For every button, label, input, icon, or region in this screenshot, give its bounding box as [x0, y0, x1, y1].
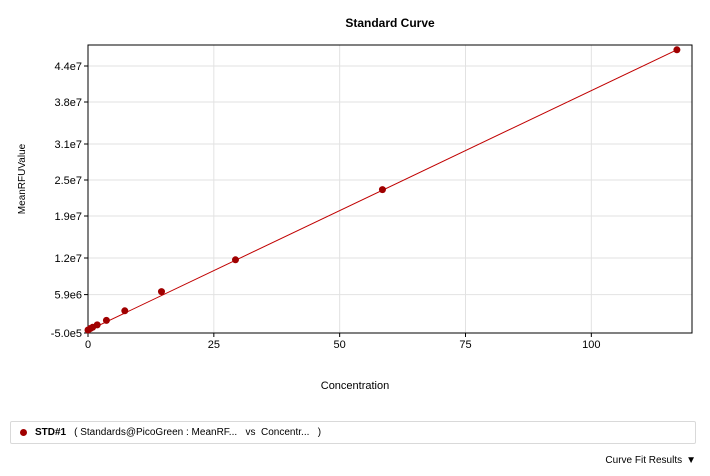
y-tick-label: -5.0e5 [51, 328, 82, 340]
y-axis-label: MeanRFUValue [17, 143, 28, 214]
data-point [102, 316, 110, 324]
y-tick-label: 3.8e7 [54, 97, 82, 109]
triangle-down-icon: ▼ [686, 455, 696, 466]
x-tick-label: 75 [459, 339, 471, 351]
data-point [673, 46, 681, 54]
x-tick-label: 50 [334, 339, 346, 351]
data-point [121, 307, 129, 315]
x-axis-label: Concentration [321, 380, 390, 392]
y-tick-label: 3.1e7 [54, 139, 82, 151]
standard-curve-chart: Standard Curve 0 25 50 75 100 -5.0e5 5.9e6 1.2e7… [17, 16, 693, 392]
data-point [157, 288, 165, 296]
x-tick-label: 100 [582, 339, 600, 351]
y-tick-label: 1.2e7 [54, 253, 82, 265]
legend-marker-icon [20, 429, 27, 436]
x-tick-label: 0 [85, 339, 91, 351]
legend[interactable]: STD#1 ( Standards@PicoGreen : MeanRF... … [10, 421, 696, 444]
data-point [93, 321, 101, 329]
plot-frame [87, 44, 693, 334]
legend-series-name: STD#1 [35, 427, 67, 438]
x-tick-label: 25 [208, 339, 220, 351]
chart-title: Standard Curve [345, 16, 435, 30]
data-point [378, 186, 386, 194]
curve-fit-results-toggle[interactable]: Curve Fit Results ▼ [605, 455, 696, 466]
data-point [231, 256, 239, 264]
curve-fit-results-label: Curve Fit Results [605, 455, 683, 466]
y-tick-label: 5.9e6 [54, 290, 82, 302]
y-tick-label: 4.4e7 [54, 61, 82, 73]
y-tick-label: 2.5e7 [54, 175, 82, 187]
y-tick-label: 1.9e7 [54, 211, 82, 223]
legend-series-description: ( Standards@PicoGreen : MeanRF... vs Con… [74, 427, 322, 438]
chart-svg: Standard Curve 0 25 50 75 100 -5.0e5 5.9e6 1.2e7… [17, 16, 693, 392]
